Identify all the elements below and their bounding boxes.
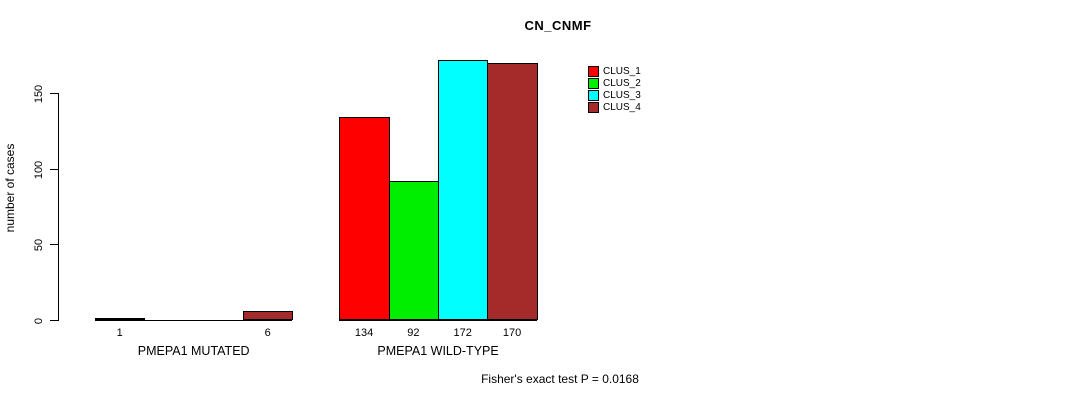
legend-swatch-icon [588, 102, 599, 113]
group-label: PMEPA1 WILD-TYPE [377, 344, 499, 358]
legend-label: CLUS_4 [603, 102, 641, 113]
legend-row: CLUS_1 [588, 66, 641, 77]
legend-row: CLUS_3 [588, 90, 641, 101]
bar-value-label: 92 [407, 327, 420, 339]
legend-label: CLUS_1 [603, 66, 641, 77]
legend-swatch-icon [588, 90, 599, 101]
bar [339, 117, 390, 320]
y-tick [50, 320, 58, 321]
bar-value-label: 6 [264, 327, 271, 339]
legend-label: CLUS_2 [603, 78, 641, 89]
legend-swatch-icon [588, 66, 599, 77]
y-tick-label: 0 [33, 317, 45, 324]
bar-value-label: 170 [502, 327, 522, 339]
bar [438, 60, 489, 320]
group-label: PMEPA1 MUTATED [137, 344, 250, 358]
legend-swatch-icon [588, 78, 599, 89]
bar-value-label: 134 [354, 327, 374, 339]
bar [388, 181, 440, 320]
legend-label: CLUS_3 [603, 90, 641, 101]
y-tick [50, 169, 58, 170]
y-tick [50, 93, 58, 94]
bar-value-label: 172 [453, 327, 472, 339]
y-axis-line [58, 93, 59, 321]
bar [242, 311, 294, 320]
group-baseline [339, 320, 537, 321]
y-tick-label: 100 [33, 160, 45, 179]
y-tick [50, 244, 58, 245]
legend-row: CLUS_4 [588, 102, 641, 113]
bar [487, 63, 538, 320]
bar [95, 318, 146, 320]
fisher-test-annotation: Fisher's exact test P = 0.0168 [481, 372, 639, 386]
y-tick-label: 50 [33, 238, 45, 251]
y-tick-label: 150 [33, 84, 45, 103]
bar-value-label: 1 [116, 327, 123, 339]
legend: CLUS_1 CLUS_2 CLUS_3 CLUS_4 [588, 66, 641, 114]
legend-row: CLUS_2 [588, 78, 641, 89]
group-baseline [95, 320, 293, 321]
chart-title: CN_CNMF [524, 18, 592, 33]
